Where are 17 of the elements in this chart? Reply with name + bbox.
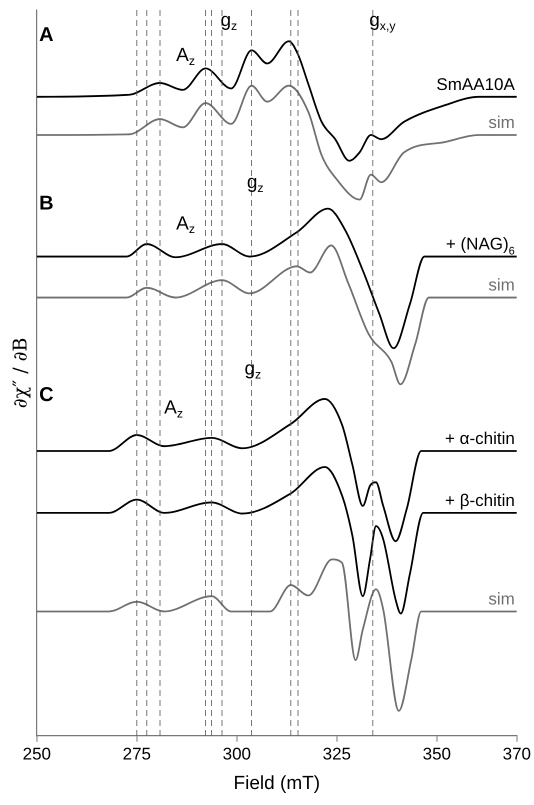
x-axis-title: Field (mT) xyxy=(234,772,320,794)
series-label: sim xyxy=(488,276,515,295)
x-tick-label: 350 xyxy=(422,744,452,764)
series-label: + α-chitin xyxy=(444,429,515,448)
annotation: C xyxy=(39,384,54,406)
x-tick-label: 370 xyxy=(502,744,532,764)
x-tick-label: 275 xyxy=(122,744,151,764)
series-label: SmAA10A xyxy=(436,74,516,94)
x-tick-label: 250 xyxy=(22,744,51,764)
x-tick-label: 300 xyxy=(222,744,251,764)
series-label: sim xyxy=(488,589,515,608)
series-label: + β-chitin xyxy=(445,490,515,510)
y-axis-title: ∂χ″ / ∂B xyxy=(9,338,32,408)
annotation: B xyxy=(39,192,54,214)
annotation: A xyxy=(39,24,54,46)
x-tick-label: 325 xyxy=(322,744,351,764)
series-label: sim xyxy=(488,113,515,132)
